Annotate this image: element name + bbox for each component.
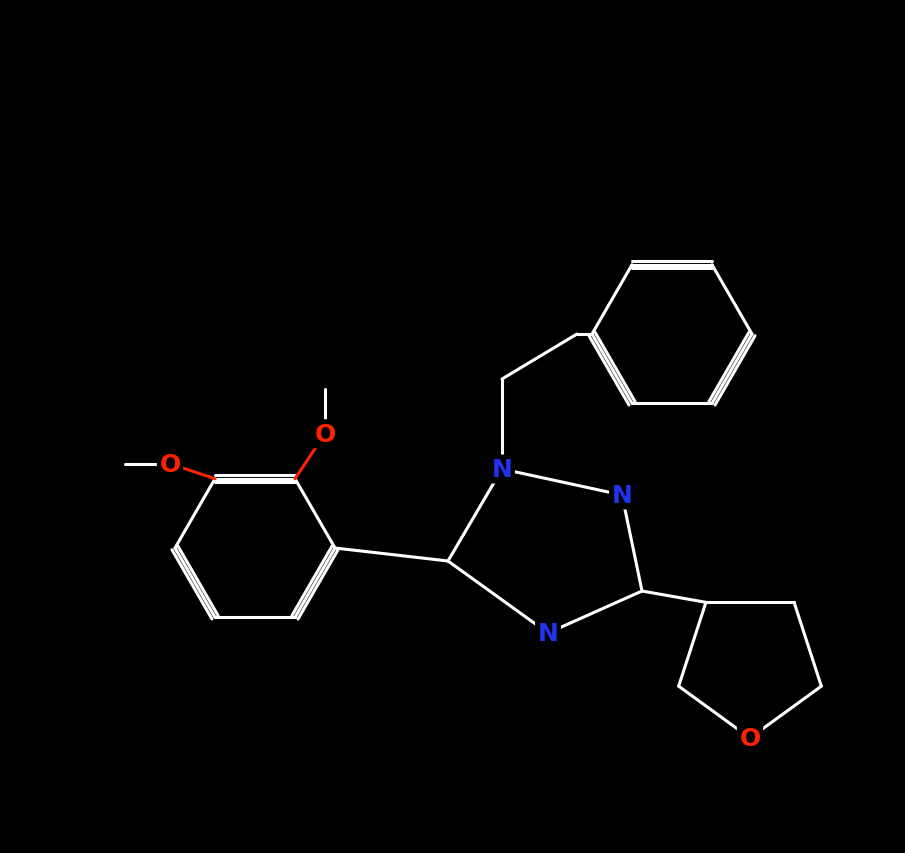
Text: N: N [538, 621, 558, 645]
Text: O: O [314, 422, 336, 446]
Text: O: O [159, 452, 181, 476]
Text: O: O [739, 726, 760, 750]
Text: N: N [491, 457, 512, 481]
Text: N: N [612, 484, 633, 508]
